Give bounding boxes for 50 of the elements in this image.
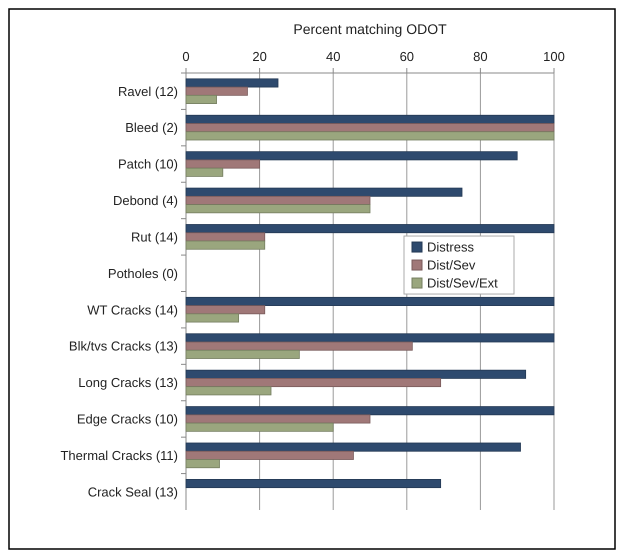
bar bbox=[186, 305, 266, 314]
bar bbox=[186, 204, 370, 214]
bar bbox=[186, 378, 442, 388]
legend-label: Distress bbox=[427, 240, 474, 255]
y-tick-label: Crack Seal (13) bbox=[88, 484, 178, 500]
x-tick-label: 100 bbox=[543, 49, 565, 64]
bar bbox=[186, 479, 442, 488]
x-tick-label: 0 bbox=[182, 49, 190, 64]
bar bbox=[186, 123, 554, 132]
bar bbox=[186, 240, 266, 250]
y-tick-label: Ravel (12) bbox=[118, 84, 178, 99]
bar bbox=[186, 131, 554, 140]
y-tick-label: Debond (4) bbox=[112, 193, 178, 208]
bar bbox=[186, 370, 526, 379]
x-tick-label: 20 bbox=[252, 49, 267, 64]
bar bbox=[186, 86, 248, 96]
bar bbox=[186, 342, 413, 351]
bar bbox=[186, 414, 370, 424]
bar bbox=[186, 422, 334, 432]
bar bbox=[186, 313, 240, 322]
bar bbox=[186, 160, 260, 169]
x-tick-label: 80 bbox=[473, 49, 488, 64]
bar bbox=[186, 406, 554, 416]
bar bbox=[186, 333, 554, 342]
y-tick-label: Thermal Cracks (11) bbox=[60, 448, 178, 463]
bar bbox=[186, 78, 278, 88]
bar bbox=[186, 386, 272, 396]
legend-label: Dist/Sev/Ext bbox=[427, 276, 498, 291]
x-tick-label: 60 bbox=[400, 49, 414, 64]
bar bbox=[186, 94, 217, 104]
y-tick-label: Patch (10) bbox=[118, 156, 178, 172]
bar bbox=[186, 224, 554, 234]
bar bbox=[186, 450, 354, 460]
bar bbox=[186, 168, 224, 177]
y-tick-label: Potholes (0) bbox=[108, 266, 178, 281]
bar bbox=[186, 459, 220, 468]
y-tick-label: Bleed (2) bbox=[125, 120, 178, 136]
bar bbox=[186, 151, 518, 160]
y-tick-label: WT Cracks (14) bbox=[87, 302, 178, 318]
y-tick-label: Blk/tvs Cracks (13) bbox=[68, 338, 178, 354]
bar bbox=[186, 188, 462, 197]
y-tick-label: Long Cracks (13) bbox=[78, 375, 178, 390]
x-axis-title: Percent matching ODOT bbox=[293, 21, 448, 37]
bar bbox=[186, 296, 554, 306]
y-tick-label: Edge Cracks (10) bbox=[76, 412, 178, 427]
y-tick-label: Rut (14) bbox=[131, 229, 178, 244]
bar bbox=[186, 350, 300, 359]
legend-label: Dist/Sev bbox=[427, 258, 476, 273]
bar bbox=[186, 442, 521, 452]
x-tick-label: 40 bbox=[326, 49, 340, 64]
